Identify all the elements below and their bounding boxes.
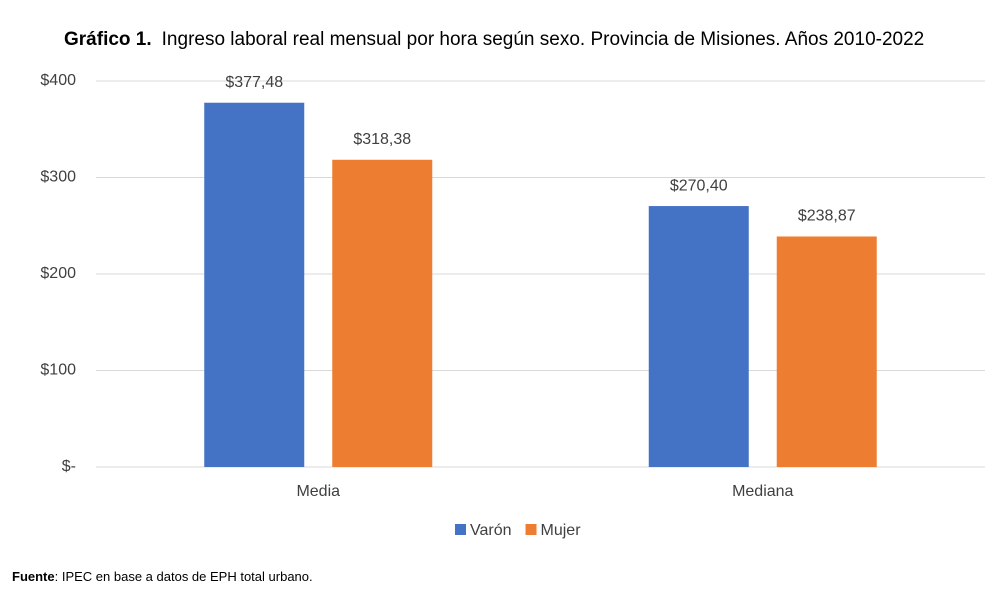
- data-label: $238,87: [798, 208, 856, 225]
- chart-title-prefix: Gráfico 1.: [64, 29, 152, 50]
- legend-swatch: [525, 524, 537, 535]
- x-tick-label: Mediana: [732, 483, 793, 500]
- data-label: $270,40: [670, 177, 728, 194]
- legend-swatch: [455, 524, 466, 535]
- y-tick-label: $-: [62, 458, 76, 475]
- legend-label: Varón: [470, 522, 512, 539]
- y-tick-label: $400: [40, 72, 76, 89]
- data-label: $318,38: [353, 131, 411, 148]
- x-tick-label: Media: [296, 483, 340, 500]
- bar: [332, 159, 433, 467]
- bar: [204, 102, 305, 467]
- bar: [776, 236, 877, 467]
- data-label: $377,48: [225, 74, 283, 91]
- chart-title-group: Gráfico 1. Ingreso laboral real mensual p…: [64, 29, 924, 50]
- source-label: Fuente: [12, 569, 55, 584]
- source-text: : IPEC en base a datos de EPH total urba…: [55, 569, 313, 584]
- y-tick-label: $100: [40, 362, 76, 379]
- chart-title: Ingreso laboral real mensual por hora se…: [162, 29, 925, 50]
- bar: [648, 206, 749, 467]
- source-note: Fuente: IPEC en base a datos de EPH tota…: [12, 569, 313, 584]
- legend-label: Mujer: [541, 522, 582, 539]
- y-tick-label: $300: [40, 169, 76, 186]
- y-tick-label: $200: [40, 265, 76, 282]
